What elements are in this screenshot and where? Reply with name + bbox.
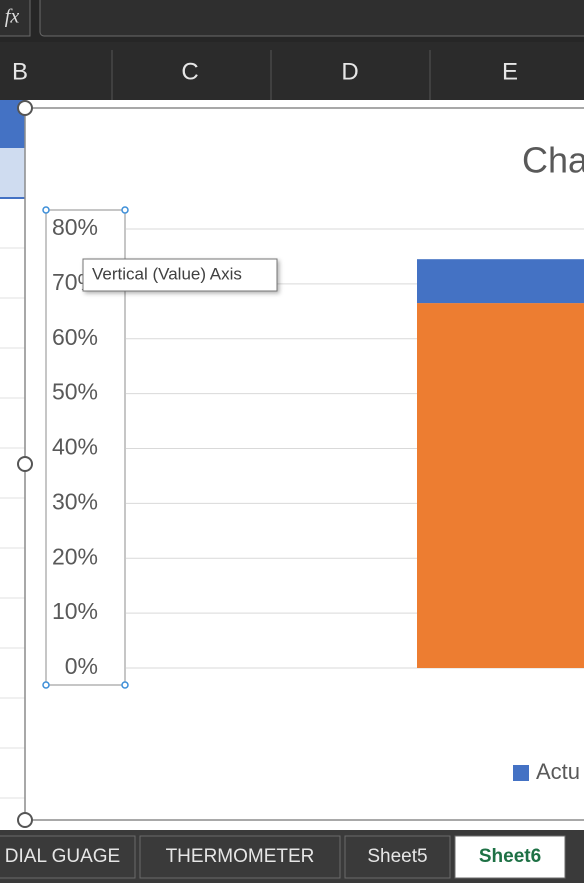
sheet-tab[interactable] <box>139 835 341 879</box>
resize-handle[interactable] <box>17 812 33 828</box>
sheet-tab-label[interactable]: DIAL GUAGE <box>5 846 120 867</box>
row-lines <box>0 247 25 799</box>
column-label[interactable]: D <box>341 58 358 85</box>
formula-input[interactable] <box>39 0 584 37</box>
sheet-tab[interactable] <box>0 835 136 879</box>
fx-label: fx <box>5 6 20 28</box>
resize-handle[interactable] <box>17 100 33 116</box>
cell <box>0 148 25 198</box>
sheet-tab[interactable] <box>344 835 451 879</box>
column-label[interactable]: E <box>502 58 518 85</box>
legend-swatch <box>513 765 529 781</box>
legend-label[interactable]: Actu <box>536 759 580 784</box>
tooltip-text: Vertical (Value) Axis <box>92 264 242 283</box>
y-tick-label: 80% <box>52 214 98 240</box>
sheet-tab-label[interactable]: Sheet5 <box>367 846 427 867</box>
sheet-tab-label[interactable]: THERMOMETER <box>166 846 315 867</box>
bar-segment[interactable] <box>417 259 584 304</box>
plot-area: 0%10%20%30%40%50%60%70%80% <box>52 214 584 679</box>
sheet-tab-label[interactable]: Sheet6 <box>479 846 541 867</box>
fx-button[interactable] <box>0 0 31 37</box>
column-header <box>0 42 584 100</box>
y-tick-label: 40% <box>52 434 98 460</box>
y-tick-label: 20% <box>52 543 98 569</box>
column-label[interactable]: B <box>12 58 28 85</box>
sheet-tab[interactable] <box>454 835 566 879</box>
bar-segment[interactable] <box>417 303 584 668</box>
y-tick-label: 30% <box>52 488 98 514</box>
y-tick-label: 50% <box>52 379 98 405</box>
y-tick-label: 60% <box>52 324 98 350</box>
sheet-tabs: DIAL GUAGE THERMOMETER Sheet5 Sheet6 <box>0 835 566 879</box>
y-tick-label: 0% <box>65 653 98 679</box>
chart-title[interactable]: Cha <box>522 140 584 181</box>
axis-handles <box>42 206 129 689</box>
column-label[interactable]: C <box>181 58 198 85</box>
resize-handle[interactable] <box>17 456 33 472</box>
column-headers: B C D E <box>12 50 518 100</box>
y-tick-label: 10% <box>52 598 98 624</box>
tooltip <box>82 258 278 292</box>
axis-selection[interactable] <box>45 209 126 686</box>
